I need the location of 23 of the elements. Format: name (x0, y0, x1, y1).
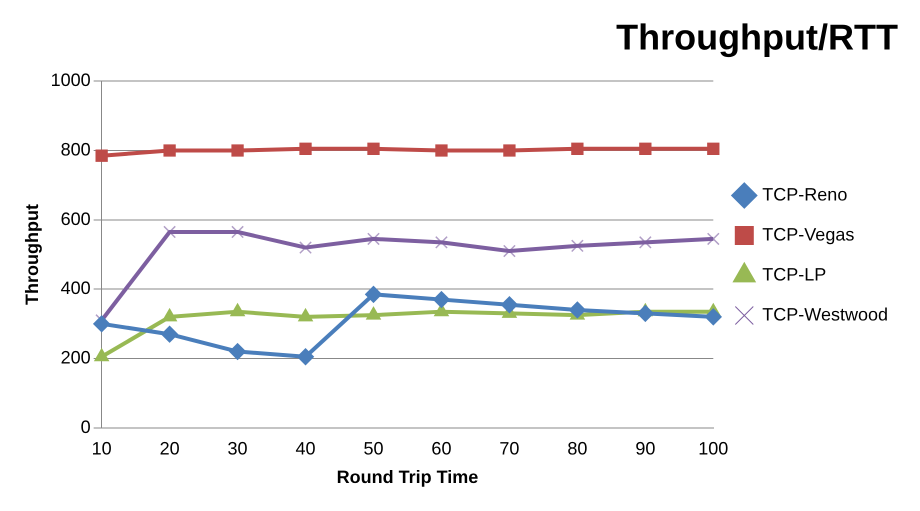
x-axis-title: Round Trip Time (336, 467, 478, 488)
x-tick-label: 10 (92, 438, 112, 459)
x-tick-label: 30 (228, 438, 248, 459)
chart-title: Throughput/RTT (616, 16, 898, 58)
y-tick-label: 600 (60, 208, 91, 229)
x-tick-label: 50 (363, 438, 384, 459)
y-tick-label: 800 (60, 139, 91, 160)
x-tick-label: 60 (431, 438, 452, 459)
legend-label: TCP-Reno (762, 184, 848, 204)
y-tick-label: 1000 (50, 70, 91, 90)
y-axis-title: Throughput (22, 204, 42, 305)
x-tick-label: 90 (635, 438, 656, 459)
x-tick-label: 70 (499, 438, 520, 459)
legend-label: TCP-Westwood (762, 304, 888, 324)
y-tick-label: 400 (60, 278, 91, 298)
y-tick-label: 200 (60, 347, 91, 368)
x-tick-label: 80 (567, 438, 588, 459)
x-tick-label: 100 (698, 438, 728, 459)
legend-label: TCP-Vegas (762, 224, 854, 244)
x-tick-label: 20 (160, 438, 180, 459)
x-tick-label: 40 (296, 438, 316, 459)
legend-label: TCP-LP (762, 264, 826, 284)
y-tick-label: 0 (80, 416, 91, 437)
